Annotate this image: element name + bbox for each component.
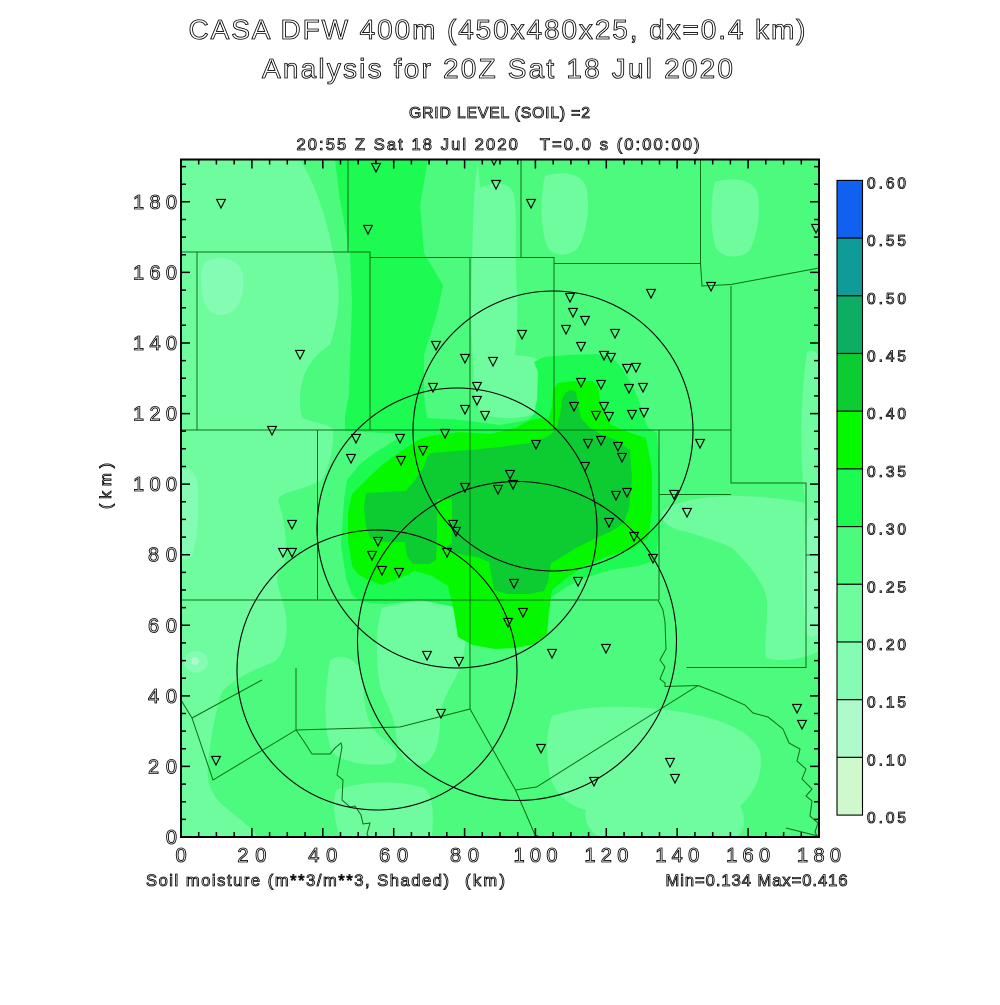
svg-text:(km): (km) (465, 872, 505, 890)
svg-text:Min=0.134 Max=0.416: Min=0.134 Max=0.416 (666, 872, 848, 890)
svg-text:GRID LEVEL (SOIL) =2: GRID LEVEL (SOIL) =2 (409, 105, 590, 122)
svg-text:0.35: 0.35 (867, 464, 906, 481)
svg-text:0.10: 0.10 (867, 752, 906, 769)
svg-text:20:55 Z Sat 18 Jul 2020 T=0.: 20:55 Z Sat 18 Jul 2020 T=0.0 s (0:00:00… (297, 136, 700, 154)
svg-text:0: 0 (175, 845, 186, 867)
svg-text:Soil moisture (m**3/m**3, Shad: Soil moisture (m**3/m**3, Shaded) (146, 872, 449, 890)
svg-text:100: 100 (513, 845, 557, 867)
svg-text:Analysis for 20Z Sat 18 Jul 20: Analysis for 20Z Sat 18 Jul 2020 (262, 53, 733, 84)
svg-text:0.45: 0.45 (867, 349, 906, 366)
svg-text:0.60: 0.60 (867, 175, 906, 192)
svg-text:160: 160 (133, 262, 177, 284)
svg-text:140: 140 (655, 845, 699, 867)
svg-text:120: 120 (133, 404, 177, 426)
svg-text:100: 100 (133, 474, 177, 496)
svg-text:0.40: 0.40 (867, 406, 906, 423)
svg-text:120: 120 (584, 845, 628, 867)
svg-text:0.15: 0.15 (867, 695, 906, 712)
svg-text:180: 180 (133, 192, 177, 214)
svg-text:0.25: 0.25 (867, 579, 906, 596)
svg-text:0: 0 (166, 827, 177, 849)
svg-text:0.55: 0.55 (867, 233, 906, 250)
svg-text:0.20: 0.20 (867, 637, 906, 654)
svg-text:0.50: 0.50 (867, 291, 906, 308)
svg-text:0.05: 0.05 (867, 810, 906, 827)
svg-text:CASA DFW 400m (450x480x25, dx=: CASA DFW 400m (450x480x25, dx=0.4 km) (189, 14, 806, 45)
svg-text:180: 180 (797, 845, 841, 867)
svg-text:0.30: 0.30 (867, 522, 906, 539)
svg-text:160: 160 (726, 845, 770, 867)
svg-text:(km): (km) (98, 463, 115, 509)
svg-text:140: 140 (133, 333, 177, 355)
